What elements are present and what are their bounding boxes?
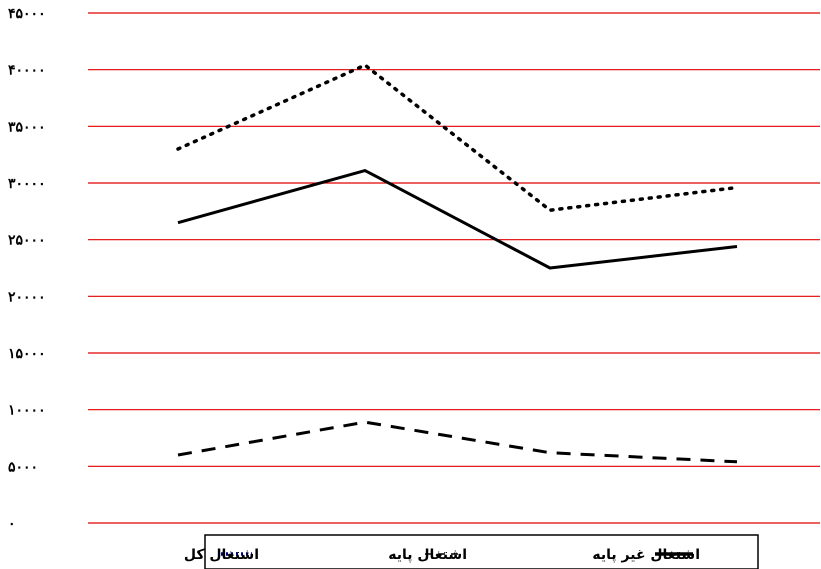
y-tick-label: ۲۰۰۰۰ [8,289,46,305]
legend-label-non-basic: اشتغال غیر پایه [592,547,700,563]
series-line-solid [177,169,738,270]
legend: اشتغال غیر پایه اشتغال پایه اشتغال کل [184,534,759,569]
legend-box [204,534,759,569]
y-tick-label: ۴۵۰۰۰ [8,6,46,22]
y-tick-label: ۳۵۰۰۰ [8,119,46,135]
y-tick-label: ۳۰۰۰۰ [8,176,46,192]
legend-label-basic: اشتغال پایه [388,547,467,563]
legend-label-total: اشتغال کل [184,547,259,563]
series-line-dashed [177,420,738,464]
gridlines [88,12,820,524]
y-tick-label: ۰ [8,516,16,532]
data-series [176,63,739,464]
y-tick-label: ۵۰۰۰ [8,459,38,475]
y-axis-tick-labels: ۰ ۵۰۰۰ ۱۰۰۰۰ ۱۵۰۰۰ ۲۰۰۰۰ ۲۵۰۰۰ ۳۰۰۰۰ ۳۵۰۰۰ ۴۰۰۰۰… [8,6,46,532]
series-line-dotted [176,63,739,212]
y-tick-label: ۱۵۰۰۰ [8,346,46,362]
y-tick-label: ۲۵۰۰۰ [8,233,46,249]
y-tick-label: ۱۰۰۰۰ [8,403,46,419]
y-tick-label: ۴۰۰۰۰ [8,63,46,79]
